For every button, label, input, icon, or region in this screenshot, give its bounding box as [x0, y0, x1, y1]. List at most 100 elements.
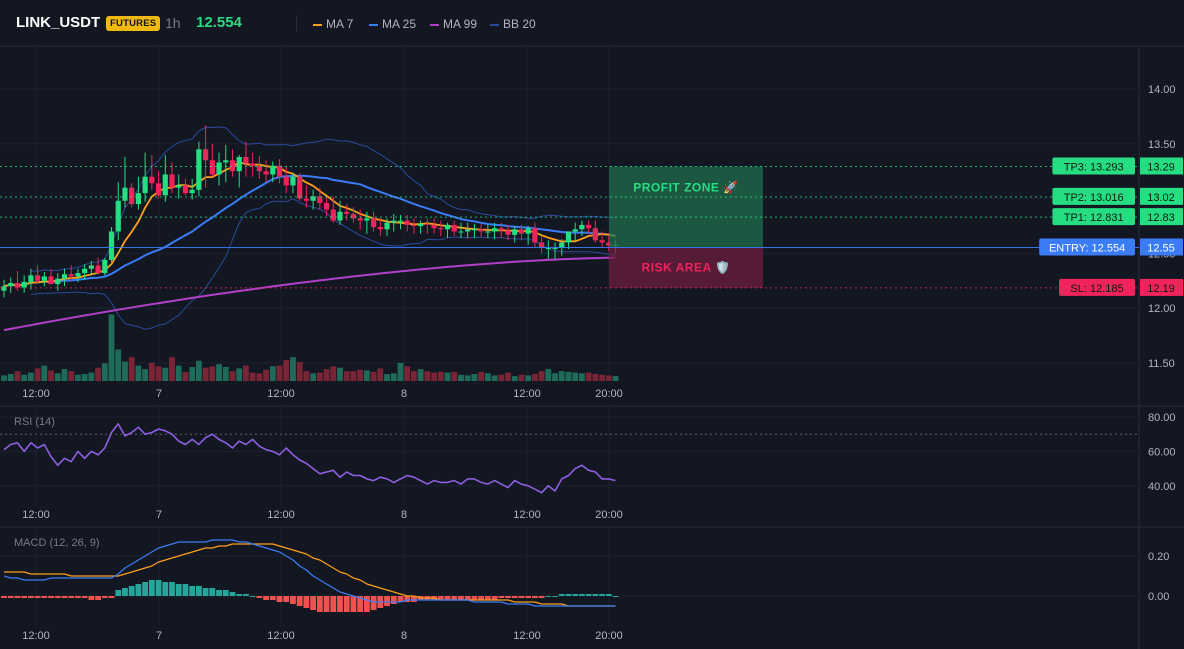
- macd-histogram-bar: [128, 586, 135, 596]
- ma25-line: [3, 174, 616, 288]
- time-tick-label: 7: [156, 509, 162, 521]
- volume-bar: [142, 369, 149, 381]
- candle-body: [344, 211, 350, 214]
- candle-body: [243, 156, 249, 164]
- candle-body: [431, 224, 437, 229]
- candle-body: [41, 276, 47, 281]
- candle-body: [48, 276, 54, 285]
- macd-histogram-bar: [269, 596, 276, 600]
- macd-histogram-bar: [316, 596, 323, 612]
- time-tick-label: 12:00: [267, 630, 295, 642]
- macd-histogram-bar: [88, 596, 95, 600]
- volume-bar: [195, 360, 202, 381]
- candle-body: [229, 160, 236, 172]
- timeframe-label[interactable]: 1h: [165, 15, 181, 31]
- legend-ma99[interactable]: MA 99: [430, 17, 477, 31]
- axis-price-label: 12.55: [1147, 242, 1175, 254]
- macd-histogram-bar: [135, 584, 142, 596]
- candle-body: [599, 240, 605, 243]
- macd-histogram-bar: [350, 596, 357, 612]
- rsi-title: RSI (14): [14, 416, 55, 428]
- axis-price-tag: [1140, 278, 1183, 296]
- level-tag-label: TP3: 13.293: [1064, 161, 1124, 173]
- volume-bar: [330, 366, 337, 381]
- chart-header: LINK_USDT FUTURES 1h 12.554 MA 7 MA 25 M…: [0, 0, 1184, 46]
- candle-body: [149, 176, 155, 184]
- candle-body: [297, 176, 303, 199]
- time-tick-label: 20:00: [595, 509, 623, 521]
- macd-histogram-bar: [202, 588, 209, 596]
- volume-bar: [48, 370, 54, 381]
- volume-bar: [182, 371, 189, 381]
- candle-body: [169, 174, 175, 188]
- macd-histogram-bar: [451, 596, 458, 600]
- volume-bar: [323, 369, 330, 381]
- macd-histogram-bar: [404, 596, 411, 602]
- macd-histogram-bar: [95, 596, 101, 600]
- legend-label: MA 25: [382, 17, 417, 31]
- legend-swatch: [490, 23, 499, 26]
- volume-bar: [209, 366, 216, 381]
- axis-price-tag: [1140, 238, 1183, 256]
- futures-badge: FUTURES: [106, 16, 161, 31]
- volume-bar: [518, 374, 525, 381]
- volume-bar: [377, 368, 384, 381]
- profit-zone: [609, 166, 763, 248]
- volume-bar: [404, 366, 411, 381]
- macd-line: [3, 539, 616, 607]
- candle-body: [176, 185, 182, 188]
- candle-body: [498, 228, 504, 231]
- legend-bb20[interactable]: BB 20: [490, 17, 536, 31]
- volume-bar: [101, 363, 108, 381]
- volume-bar: [491, 375, 498, 381]
- candle-body: [88, 265, 94, 269]
- symbol-label[interactable]: LINK_USDT: [16, 14, 101, 31]
- macd-histogram-bar: [222, 590, 229, 596]
- volume-bar: [148, 362, 155, 381]
- candle-body: [572, 229, 578, 232]
- volume-bar: [61, 369, 68, 381]
- macd-histogram-bar: [538, 596, 545, 598]
- rsi-tick-label: 80.00: [1148, 412, 1176, 424]
- macd-histogram-bar: [337, 596, 343, 612]
- macd-histogram-bar: [478, 596, 485, 600]
- volume-bar: [296, 362, 303, 381]
- macd-histogram-bar: [525, 596, 532, 598]
- candle-body: [478, 229, 484, 232]
- candle-body: [411, 224, 417, 226]
- volume-bar: [1, 375, 7, 381]
- candle-body: [451, 224, 457, 232]
- candle-body: [364, 218, 370, 221]
- volume-bar: [95, 367, 101, 381]
- macd-histogram-bar: [169, 582, 175, 596]
- legend-ma25[interactable]: MA 25: [369, 17, 416, 31]
- level-tag-label: TP1: 12.831: [1064, 212, 1124, 224]
- volume-bar: [54, 373, 61, 381]
- macd-histogram-bar: [148, 580, 155, 596]
- macd-title: MACD (12, 26, 9): [14, 537, 100, 549]
- volume-bar: [243, 365, 249, 381]
- volume-bar: [249, 372, 256, 381]
- bb-lower-line: [30, 198, 616, 330]
- volume-bar: [283, 360, 290, 381]
- candle-body: [270, 165, 276, 175]
- volume-bar: [478, 371, 485, 381]
- volume-bar: [350, 371, 357, 381]
- macd-histogram-bar: [552, 596, 558, 597]
- volume-bar: [290, 357, 296, 381]
- macd-histogram-bar: [189, 586, 196, 596]
- volume-bar: [538, 371, 545, 381]
- macd-tick-label: 0.00: [1148, 591, 1169, 603]
- candle-body: [310, 196, 316, 201]
- axis-price-tag: [1140, 187, 1183, 205]
- candle-body: [471, 229, 477, 231]
- volume-bar: [397, 362, 404, 381]
- legend-ma7[interactable]: MA 7: [313, 17, 353, 31]
- macd-histogram-bar: [565, 594, 572, 596]
- candle-body: [565, 231, 572, 243]
- time-tick-label: 8: [401, 388, 407, 400]
- axis-price-label: 13.02: [1147, 192, 1175, 204]
- time-tick-label: 12:00: [267, 388, 295, 400]
- candle-body: [444, 224, 451, 230]
